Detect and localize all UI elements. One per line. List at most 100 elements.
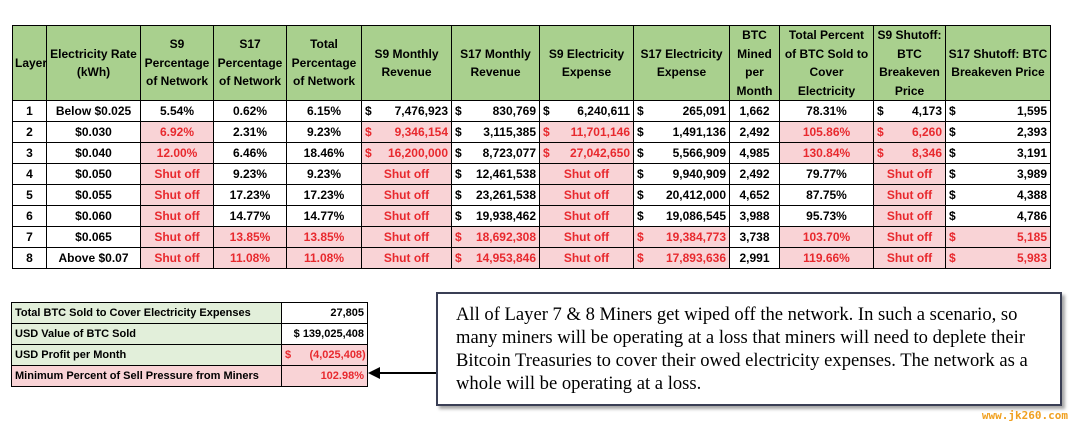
cell-btc: 2,492: [729, 121, 780, 143]
amount: 4,388: [1016, 187, 1047, 202]
cell-sold-pct: 78.31%: [779, 100, 874, 122]
amount: 7,476,923: [394, 103, 448, 118]
table-row: 1 Below $0.025 5.54% 0.62% 6.15% $7,476,923 $8…: [12, 100, 1051, 122]
amount: 5,566,909: [672, 145, 726, 160]
cell-s17-pct: 17.23%: [213, 184, 287, 206]
summary-row: Total BTC Sold to Cover Electricity Expe…: [11, 302, 368, 324]
cell-sold-pct: 105.86%: [779, 121, 874, 143]
currency-symbol: $: [949, 208, 956, 223]
cell-s9-be: Shut off: [873, 163, 946, 185]
cell-s17-rev: $14,953,846: [451, 247, 540, 269]
cell-s9-rev: Shut off: [361, 247, 452, 269]
cell-s9-be: Shut off: [873, 205, 946, 227]
amount: 23,261,538: [475, 187, 536, 202]
cell-s17-be: $4,388: [945, 184, 1051, 206]
amount: 1,595: [1016, 103, 1047, 118]
cell-s9-rev: $16,200,000: [361, 142, 452, 164]
cell-s9-pct: 12.00%: [140, 142, 214, 164]
cell-s9-be: Shut off: [873, 226, 946, 248]
cell-s17-pct: 2.31%: [213, 121, 287, 143]
cell-s9-pct: 6.92%: [140, 121, 214, 143]
cell-layer: 2: [12, 121, 47, 143]
currency-symbol: $: [455, 103, 462, 118]
cell-s17-exp: $17,893,636: [633, 247, 730, 269]
cell-total-pct: 14.77%: [286, 205, 362, 227]
column-header: S17 Monthly Revenue: [451, 25, 540, 101]
column-header: S9 Shutoff: BTC Breakeven Price: [873, 25, 946, 101]
cell-s9-rev: $7,476,923: [361, 100, 452, 122]
cell-s17-be: $1,595: [945, 100, 1051, 122]
column-header: Electricity Rate (kWh): [46, 25, 141, 101]
amount: 27,042,650: [569, 145, 630, 160]
cell-s9-pct: Shut off: [140, 247, 214, 269]
cell-sold-pct: 79.77%: [779, 163, 874, 185]
currency-symbol: $: [455, 145, 462, 160]
cell-layer: 4: [12, 163, 47, 185]
cell-s9-pct: Shut off: [140, 163, 214, 185]
cell-s9-pct: 5.54%: [140, 100, 214, 122]
cell-s9-rev: Shut off: [361, 163, 452, 185]
cell-s17-exp: $19,384,773: [633, 226, 730, 248]
cell-s9-exp: $27,042,650: [539, 142, 634, 164]
cell-s17-rev: $12,461,538: [451, 163, 540, 185]
cell-s9-exp: Shut off: [539, 205, 634, 227]
cell-s17-pct: 13.85%: [213, 226, 287, 248]
currency-symbol: $: [365, 103, 372, 118]
amount: 14,953,846: [475, 250, 536, 265]
summary-row: USD Profit per Month $ (4,025,408): [11, 344, 368, 366]
amount: 830,769: [492, 103, 536, 118]
cell-s9-be: Shut off: [873, 184, 946, 206]
cell-s17-rev: $8,723,077: [451, 142, 540, 164]
amount: 19,086,545: [665, 208, 726, 223]
currency-symbol: $: [455, 229, 462, 244]
table-row: 5 $0.055 Shut off 17.23% 17.23% Shut off $23,2…: [12, 184, 1051, 206]
table-row: 2 $0.030 6.92% 2.31% 9.23% $9,346,154 $3,115,3…: [12, 121, 1051, 143]
column-header: S9 Electricity Expense: [539, 25, 634, 101]
mining-layers-table: Layer Electricity Rate (kWh) S9 Percentage…: [12, 25, 1051, 269]
cell-s17-exp: $5,566,909: [633, 142, 730, 164]
summary-label: Total BTC Sold to Cover Electricity Expe…: [11, 302, 282, 324]
cell-rate: Below $0.025: [46, 100, 141, 122]
cell-s9-pct: Shut off: [140, 205, 214, 227]
cell-s17-rev: $3,115,385: [451, 121, 540, 143]
cell-btc: 2,492: [729, 163, 780, 185]
currency-symbol: $: [365, 124, 372, 139]
column-header: S17 Shutoff: BTC Breakeven Price: [945, 25, 1051, 101]
cell-s9-be: Shut off: [873, 247, 946, 269]
currency-symbol: $: [455, 208, 462, 223]
cell-s9-be: $8,346: [873, 142, 946, 164]
summary-table: Total BTC Sold to Cover Electricity Expe…: [11, 302, 368, 387]
summary-label: Minimum Percent of Sell Pressure from Mi…: [11, 365, 282, 387]
arrow-left-icon: [368, 367, 438, 379]
cell-s17-be: $5,185: [945, 226, 1051, 248]
cell-rate: $0.055: [46, 184, 141, 206]
column-header: S17 Percentage of Network: [213, 25, 287, 101]
amount: 20,412,000: [665, 187, 726, 202]
cell-s17-pct: 9.23%: [213, 163, 287, 185]
column-header: Total Percentage of Network: [286, 25, 362, 101]
amount: 6,240,611: [577, 103, 630, 118]
amount: 5,185: [1016, 229, 1047, 244]
table-row: 6 $0.060 Shut off 14.77% 14.77% Shut off $19,9…: [12, 205, 1051, 227]
amount: 9,346,154: [394, 124, 448, 139]
currency-symbol: $: [637, 187, 644, 202]
callout-text: All of Layer 7 & 8 Miners get wiped off …: [456, 304, 1028, 394]
cell-sold-pct: 103.70%: [779, 226, 874, 248]
table-row: 8 Above $0.07 Shut off 11.08% 11.08% Shut off…: [12, 247, 1051, 269]
cell-s17-rev: $18,692,308: [451, 226, 540, 248]
cell-s17-pct: 6.46%: [213, 142, 287, 164]
currency-symbol: $: [949, 187, 956, 202]
currency-symbol: $: [949, 250, 956, 265]
currency-symbol: $: [949, 103, 956, 118]
callout-box: All of Layer 7 & 8 Miners get wiped off …: [436, 292, 1062, 406]
cell-s17-exp: $9,940,909: [633, 163, 730, 185]
summary-label: USD Value of BTC Sold: [11, 323, 282, 345]
column-header: BTC Mined per Month: [729, 25, 780, 101]
amount: 19,938,462: [475, 208, 536, 223]
currency-symbol: $: [455, 124, 462, 139]
column-header: S9 Monthly Revenue: [361, 25, 452, 101]
cell-s9-be: $6,260: [873, 121, 946, 143]
column-header: S17 Electricity Expense: [633, 25, 730, 101]
cell-s9-exp: Shut off: [539, 226, 634, 248]
cell-s9-pct: Shut off: [140, 226, 214, 248]
